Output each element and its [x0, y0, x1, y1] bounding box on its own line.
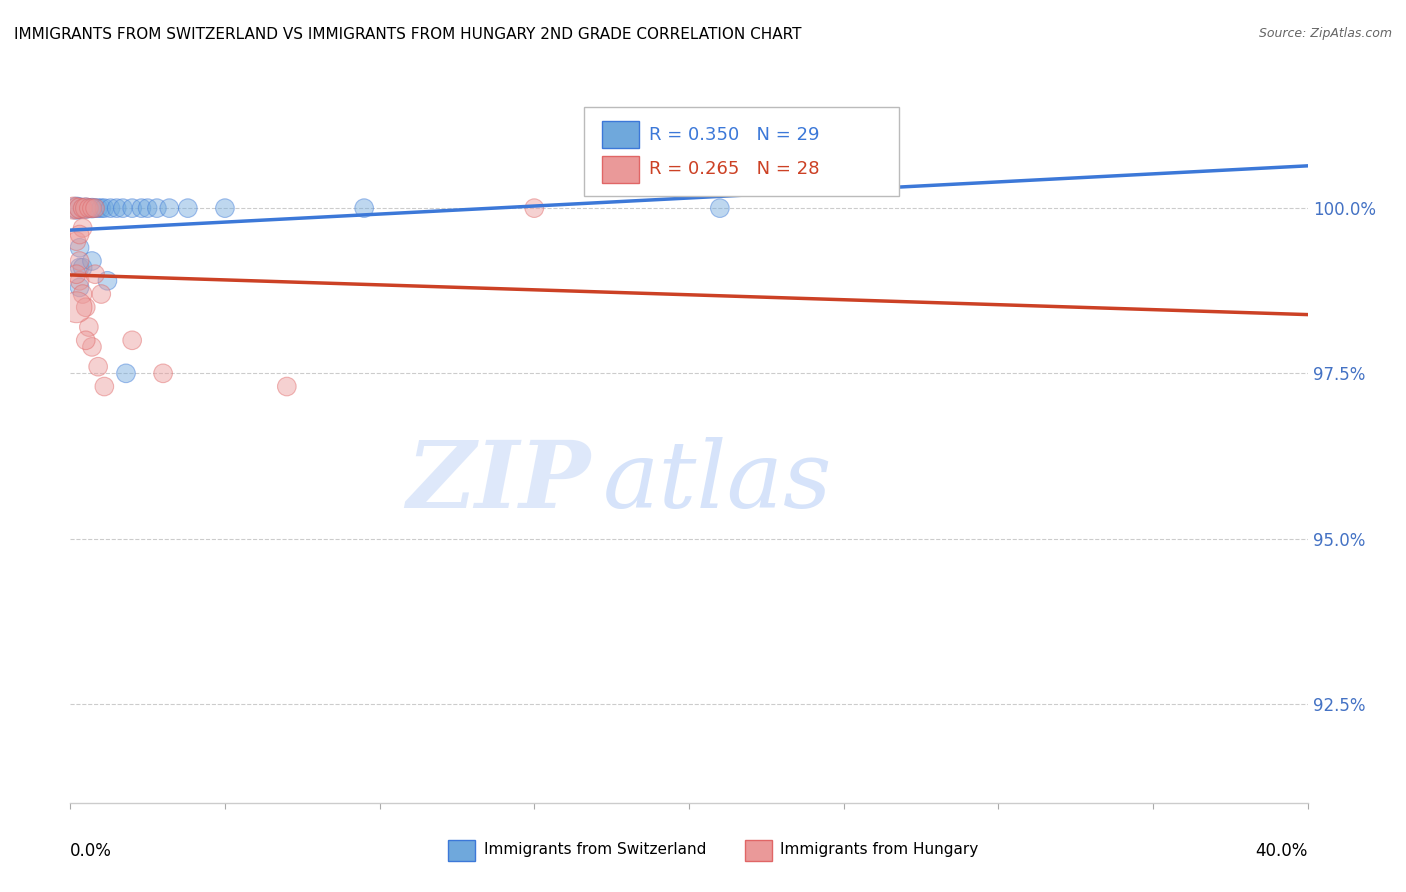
Point [72, 201, 94, 215]
Point [93, 379, 115, 393]
Bar [447, 840, 475, 862]
Text: ZIP: ZIP [406, 437, 591, 526]
Point [62, 201, 84, 215]
Bar [745, 840, 772, 862]
Point [72, 201, 94, 215]
Point [65, 267, 87, 281]
Point [69, 241, 91, 255]
Text: R = 0.350   N = 29: R = 0.350 N = 29 [650, 126, 820, 144]
Point [65, 201, 87, 215]
Point [87, 359, 110, 374]
Point [69, 274, 91, 288]
Point [121, 333, 143, 347]
Point [121, 201, 143, 215]
Point [276, 379, 298, 393]
Point [152, 367, 174, 381]
Point [136, 201, 159, 215]
Point [111, 201, 134, 215]
Text: Immigrants from Switzerland: Immigrants from Switzerland [484, 842, 706, 857]
Point [84, 201, 107, 215]
Point [75, 201, 97, 215]
Point [523, 201, 546, 215]
Point [75, 300, 97, 314]
Point [69, 201, 91, 215]
Point [69, 280, 91, 294]
Text: IMMIGRANTS FROM SWITZERLAND VS IMMIGRANTS FROM HUNGARY 2ND GRADE CORRELATION CHA: IMMIGRANTS FROM SWITZERLAND VS IMMIGRANT… [14, 27, 801, 42]
Point [69, 254, 91, 268]
Point [65, 201, 87, 215]
Point [65, 300, 87, 314]
Point [90, 201, 112, 215]
Point [90, 287, 112, 301]
Point [69, 260, 91, 275]
Point [100, 201, 122, 215]
Point [69, 201, 91, 215]
Text: atlas: atlas [602, 437, 832, 526]
Point [72, 260, 94, 275]
Point [72, 221, 94, 235]
Point [177, 201, 200, 215]
Bar [602, 121, 640, 148]
Text: 0.0%: 0.0% [70, 842, 112, 860]
Point [80, 201, 103, 215]
Point [75, 333, 97, 347]
Point [353, 201, 375, 215]
Point [96, 274, 118, 288]
Point [93, 201, 115, 215]
Point [105, 201, 128, 215]
Text: Immigrants from Hungary: Immigrants from Hungary [780, 842, 979, 857]
Point [157, 201, 180, 215]
Point [77, 320, 100, 334]
Point [84, 201, 107, 215]
Point [146, 201, 169, 215]
Point [131, 201, 153, 215]
Point [87, 201, 110, 215]
Point [115, 367, 138, 381]
FancyBboxPatch shape [583, 107, 900, 196]
Text: R = 0.265   N = 28: R = 0.265 N = 28 [650, 161, 820, 178]
Point [72, 287, 94, 301]
Point [709, 201, 731, 215]
Text: 40.0%: 40.0% [1256, 842, 1308, 860]
Point [77, 201, 100, 215]
Point [84, 267, 107, 281]
Point [75, 201, 97, 215]
Point [214, 201, 236, 215]
Point [77, 201, 100, 215]
Point [69, 227, 91, 242]
Point [80, 340, 103, 354]
Point [80, 201, 103, 215]
Point [65, 234, 87, 248]
Point [80, 254, 103, 268]
Text: Source: ZipAtlas.com: Source: ZipAtlas.com [1258, 27, 1392, 40]
Bar [602, 155, 640, 183]
